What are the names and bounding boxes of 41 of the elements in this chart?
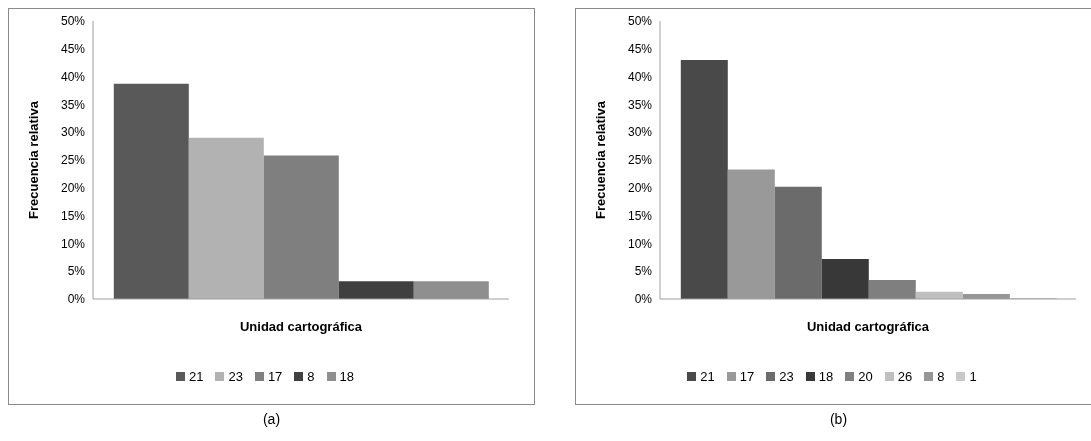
y-tick-label: 15% [60, 208, 86, 223]
legend-label: 8 [307, 369, 315, 384]
legend-label: 17 [739, 369, 755, 384]
y-tick-label: 5% [67, 264, 86, 279]
y-tick-label: 10% [60, 236, 86, 251]
y-tick-label: 40% [60, 69, 86, 84]
y-tick-label: 40% [627, 69, 653, 84]
text: (b) [828, 411, 849, 427]
y-tick-label: 0% [67, 292, 86, 307]
y-tick-label: 50% [627, 14, 653, 29]
y-tick-label: 50% [60, 14, 86, 29]
legend-label: 23 [779, 369, 794, 384]
y-tick-label: 0% [634, 292, 653, 307]
y-tick-label: 30% [60, 125, 86, 140]
y-tick-label: 25% [627, 153, 653, 168]
y-tick-label: 5% [634, 264, 653, 279]
legend-label: 18 [818, 369, 834, 384]
legend-label: 21 [700, 369, 715, 384]
text: (a) [261, 411, 282, 427]
x-axis-title: Unidad cartográfica [239, 319, 363, 334]
y-tick-label: 35% [60, 97, 86, 112]
y-tick-label: 20% [60, 181, 86, 196]
y-axis-title: Frecuencia relativa [592, 100, 608, 219]
y-axis-title: Frecuencia relativa [25, 100, 41, 219]
legend-label: 18 [339, 369, 355, 384]
y-tick-label: 10% [627, 236, 653, 251]
legend-label: 23 [228, 369, 243, 384]
y-tick-label: 45% [627, 42, 653, 57]
legend-label: 17 [267, 369, 283, 384]
legend-label: 1 [969, 369, 977, 384]
legend-label: 20 [858, 369, 873, 384]
legend-label: 21 [188, 369, 204, 384]
legend-label: 26 [897, 369, 913, 384]
y-tick-label: 35% [627, 97, 653, 112]
legend-label: 8 [937, 369, 945, 384]
y-tick-label: 20% [627, 181, 653, 196]
y-tick-label: 45% [60, 42, 86, 57]
y-tick-label: 30% [627, 125, 653, 140]
y-tick-label: 25% [60, 153, 86, 168]
x-axis-title: Unidad cartográfica [806, 319, 930, 334]
y-tick-label: 15% [627, 208, 653, 223]
